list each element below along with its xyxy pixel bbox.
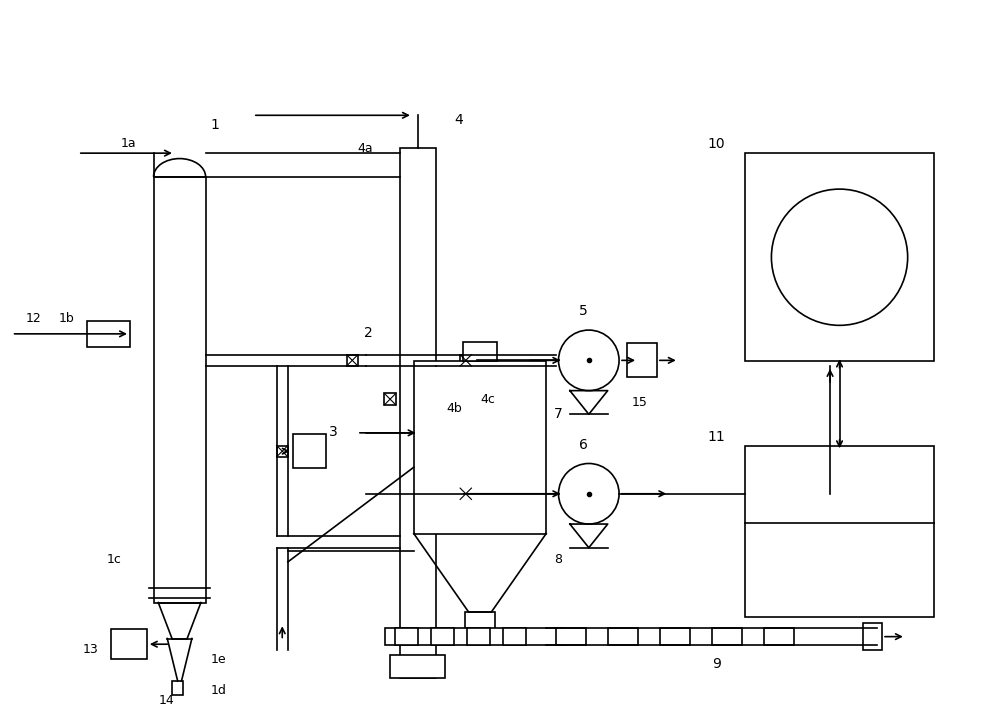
Bar: [384, 394, 396, 404]
Text: 8: 8: [554, 554, 562, 567]
Text: 1: 1: [210, 118, 219, 132]
Text: 4b: 4b: [447, 402, 463, 415]
Text: 4: 4: [454, 113, 463, 127]
Bar: [764, 628, 794, 645]
Bar: [712, 628, 742, 645]
Bar: [745, 153, 934, 361]
Text: 15: 15: [631, 397, 647, 410]
Text: 14: 14: [158, 694, 174, 707]
Bar: [745, 446, 934, 616]
Bar: [467, 628, 490, 645]
Bar: [111, 629, 147, 659]
Text: 3: 3: [329, 425, 337, 439]
Bar: [465, 612, 495, 629]
Bar: [460, 355, 471, 366]
Bar: [293, 434, 326, 468]
Text: 4a: 4a: [357, 142, 373, 155]
Text: 10: 10: [707, 137, 725, 151]
Bar: [390, 655, 445, 678]
Text: 1e: 1e: [210, 653, 226, 665]
Bar: [87, 321, 130, 347]
Bar: [154, 177, 206, 603]
Text: 6: 6: [579, 438, 588, 451]
Bar: [627, 343, 657, 377]
Bar: [172, 681, 183, 695]
Text: 9: 9: [712, 657, 721, 671]
Text: 1b: 1b: [59, 312, 75, 325]
Bar: [503, 628, 526, 645]
Bar: [660, 628, 690, 645]
Bar: [863, 624, 882, 650]
Text: 12: 12: [26, 312, 42, 325]
Bar: [460, 488, 471, 500]
Bar: [608, 628, 638, 645]
Bar: [347, 355, 358, 366]
Text: 1a: 1a: [120, 137, 136, 150]
Bar: [385, 628, 565, 645]
Text: 1c: 1c: [106, 554, 121, 567]
Bar: [400, 149, 436, 678]
Text: 11: 11: [707, 430, 725, 444]
Bar: [463, 342, 497, 361]
Bar: [414, 361, 546, 534]
Text: 2: 2: [364, 326, 372, 340]
Bar: [556, 628, 586, 645]
Bar: [395, 628, 418, 645]
Bar: [277, 446, 288, 457]
Text: 5: 5: [579, 304, 588, 318]
Text: 1d: 1d: [210, 684, 226, 697]
Bar: [431, 628, 454, 645]
Text: 7: 7: [554, 407, 563, 421]
Text: 13: 13: [83, 643, 98, 656]
Text: 4c: 4c: [480, 393, 495, 406]
